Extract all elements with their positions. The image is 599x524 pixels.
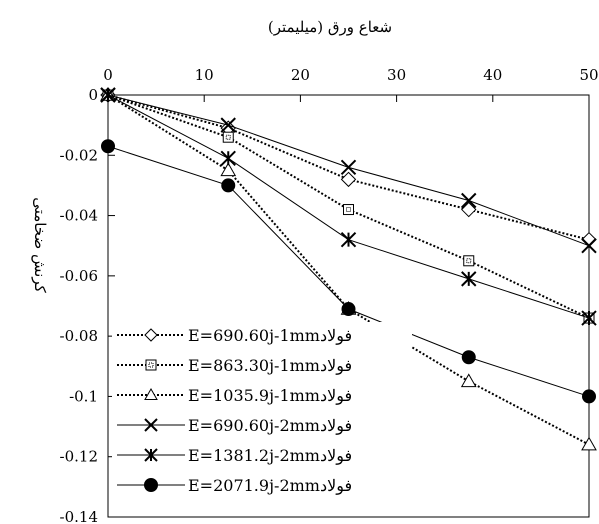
y-tick-label: -0.02 (60, 146, 98, 164)
legend-label: E=1381.2j-2mmفولاد (188, 446, 352, 465)
marker-asterisk (581, 310, 597, 326)
marker-circle (582, 389, 596, 404)
legend-label: E=863.30j-1mmفولاد (188, 356, 352, 375)
x-axis-title: شعاع ورق (میلیمتر) (268, 18, 392, 36)
series-line (107, 94, 590, 241)
legend-item-4: E=690.60j-2mmفولاد (112, 412, 412, 438)
marker-asterisk (340, 231, 357, 248)
marker-diamond (340, 171, 357, 188)
y-tick-label: -0.12 (60, 448, 98, 466)
plot-frame (107, 94, 590, 518)
x-tick-label: 30 (387, 66, 406, 84)
legend-item-1: E=690.60j-1mmفولاد (112, 322, 412, 348)
series-2 (102, 89, 595, 324)
y-tick-label: -0.1 (69, 387, 98, 405)
marker-square-dot (346, 207, 351, 213)
marker-circle (144, 478, 158, 492)
x-tick-label: 10 (195, 66, 214, 84)
x-tick-label: 40 (483, 66, 502, 84)
x-tick-label: 0 (103, 66, 113, 84)
legend-item-5: E=1381.2j-2mmفولاد (112, 442, 412, 468)
marker-x (340, 159, 357, 176)
marker-circle (101, 139, 115, 154)
marker-circle (341, 302, 356, 317)
series-6 (101, 139, 596, 404)
x-axis-ticks: 0 10 20 30 40 50 (103, 66, 599, 102)
marker-square-dot (225, 134, 231, 140)
marker-square-box (222, 131, 234, 143)
series-5 (100, 87, 597, 326)
marker-square (145, 359, 157, 371)
marker-square-dot (148, 362, 154, 368)
legend-item-2: E=863.30j-1mmفولاد (112, 352, 412, 378)
marker-x (220, 117, 236, 133)
y-tick-label: -0.08 (60, 327, 98, 345)
x-tick-label: 50 (579, 66, 598, 84)
y-tick-label: -0.14 (60, 508, 98, 524)
y-tick-label: 0 (88, 86, 98, 104)
marker-circle (221, 178, 236, 193)
marker-diamond (461, 201, 477, 218)
marker-asterisk (144, 448, 158, 462)
marker-x (581, 238, 597, 254)
marker-circle (461, 350, 476, 365)
legend: E=690.60j-1mmفولاد E=863.30j-1mmفولاد E=10… (112, 322, 412, 498)
series-layer (100, 86, 597, 451)
series-line (107, 94, 590, 319)
legend-item-6: E=2071.9j-2mmفولاد (112, 472, 412, 498)
marker-square (343, 204, 354, 216)
series-4 (100, 87, 597, 254)
y-axis-title: کرنش ضخامتی (31, 197, 49, 293)
marker-square-box (463, 255, 475, 267)
marker-triangle (581, 436, 597, 451)
marker-square-box (343, 204, 354, 216)
marker-x (144, 418, 158, 432)
legend-label: E=690.60j-1mmفولاد (188, 326, 352, 345)
x-tick-label: 20 (291, 66, 310, 84)
marker-square (463, 255, 475, 267)
marker-diamond (144, 328, 158, 342)
marker-x (461, 192, 477, 209)
legend-label: E=2071.9j-2mmفولاد (188, 476, 352, 495)
marker-square-box (145, 359, 157, 371)
y-tick-label: -0.06 (60, 267, 98, 285)
marker-square-dot (466, 258, 472, 264)
marker-square (222, 131, 234, 143)
marker-triangle (460, 373, 477, 388)
marker-triangle (220, 162, 237, 177)
y-tick-label: -0.04 (60, 207, 98, 225)
series-line (107, 94, 590, 247)
marker-asterisk (100, 87, 116, 103)
marker-triangle (144, 387, 158, 400)
legend-item-3: E=1035.9j-1mmفولاد (112, 382, 412, 408)
legend-label: E=690.60j-2mmفولاد (188, 416, 352, 435)
marker-asterisk (220, 150, 236, 167)
legend-label: E=1035.9j-1mmفولاد (188, 386, 352, 405)
marker-asterisk (461, 271, 477, 287)
